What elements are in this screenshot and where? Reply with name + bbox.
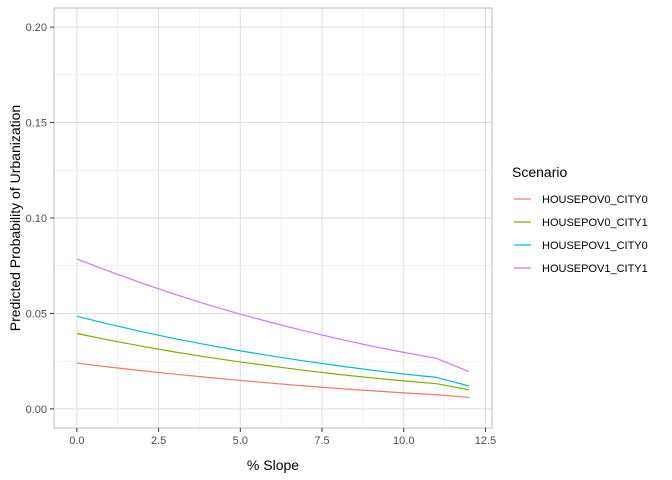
y-tick-label: 0.00 — [26, 404, 47, 416]
y-tick-label: 0.20 — [26, 22, 47, 34]
y-tick-label: 0.15 — [26, 118, 47, 130]
y-tick-label: 0.10 — [26, 213, 47, 225]
y-tick-label: 0.05 — [26, 308, 47, 320]
x-tick-label: 12.5 — [475, 435, 496, 447]
y-axis-title: Predicted Probability of Urbanization — [7, 105, 23, 331]
legend: Scenario HOUSEPOV0_CITY0 HOUSEPOV0_CITY1 H… — [512, 164, 648, 275]
x-axis-title: % Slope — [247, 457, 299, 473]
legend-label: HOUSEPOV1_CITY0 — [542, 240, 648, 252]
x-tick-label: 7.5 — [314, 435, 329, 447]
series-line — [76, 315, 470, 387]
series-lines — [76, 258, 470, 399]
legend-title: Scenario — [512, 164, 567, 180]
legend-label: HOUSEPOV1_CITY1 — [542, 263, 648, 275]
series-line — [76, 258, 470, 373]
x-tick-label: 10.0 — [393, 435, 414, 447]
series-line — [76, 332, 470, 391]
x-tick-label: 5.0 — [233, 435, 248, 447]
series-line — [76, 362, 470, 399]
x-tick-label: 0.0 — [69, 435, 84, 447]
x-tick-label: 2.5 — [151, 435, 166, 447]
axis-ticks: 0.0 2.5 5.0 7.5 10.0 12.5 0.00 0.05 0.10 0.15 0.20 — [26, 22, 497, 447]
legend-label: HOUSEPOV0_CITY0 — [542, 194, 648, 206]
legend-label: HOUSEPOV0_CITY1 — [542, 217, 648, 229]
grid-lines — [54, 8, 492, 428]
